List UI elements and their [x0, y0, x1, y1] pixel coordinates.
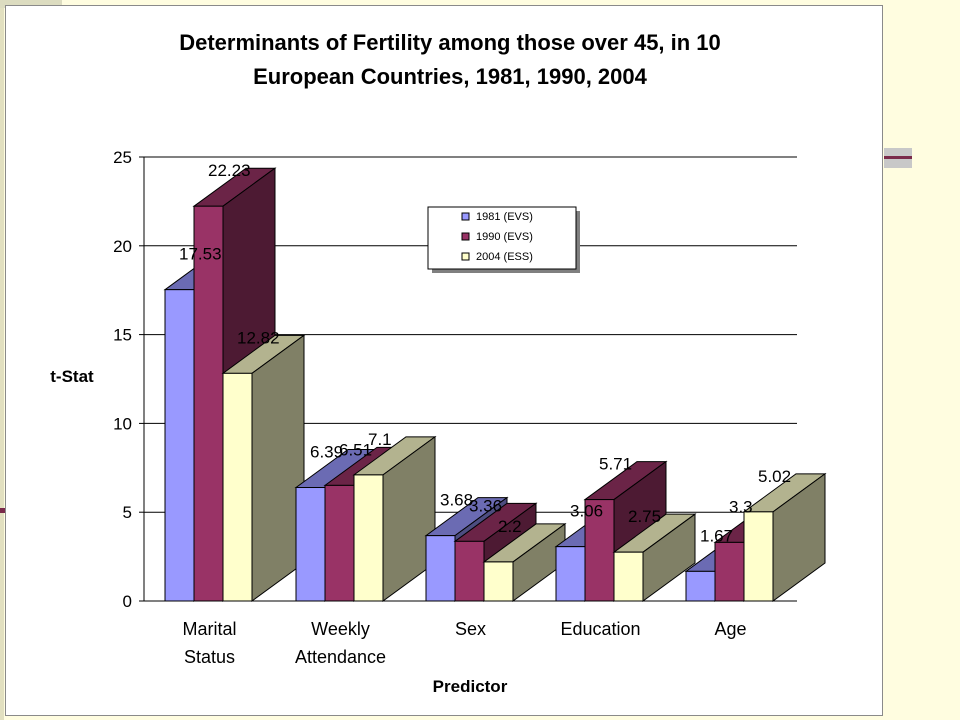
value-label: 7.1 [368, 430, 392, 449]
x-category-label: Attendance [295, 647, 386, 667]
value-label: 6.39 [310, 443, 343, 462]
x-axis-title: Predictor [433, 677, 508, 696]
bar-front-face [714, 541, 745, 602]
bar-front-face [164, 289, 195, 602]
bars-layer [163, 167, 827, 602]
bar-front-face [295, 487, 326, 602]
y-tick-label: 15 [113, 326, 132, 345]
value-labels-layer: 17.53 22.23 12.82 6.396.517.1 3.683.36 2.2 3.0… [179, 161, 791, 545]
bar-front-face [425, 535, 456, 602]
legend-items: 1981 (EVS) 1990 (EVS) 2004 (ESS) [461, 211, 533, 263]
chart-title-line-1: Determinants of Fertility among those ov… [179, 30, 721, 55]
chart-title-line-2: European Countries, 1981, 1990, 2004 [253, 64, 648, 89]
value-label: 3.36 [469, 496, 502, 515]
value-label: 2.2 [498, 517, 522, 536]
x-category-label: Education [560, 619, 640, 639]
bar-0-2 [221, 334, 306, 602]
value-label: 3.3 [729, 497, 753, 516]
bar-1-2 [352, 435, 437, 602]
legend-entry-label: 2004 (ESS) [476, 251, 533, 263]
y-tick-label: 0 [123, 592, 132, 611]
bar-front-face [613, 551, 644, 602]
legend: 1981 (EVS) 1990 (EVS) 2004 (ESS) [427, 206, 580, 273]
bar-front-face [743, 511, 774, 602]
legend-entry-label: 1990 (EVS) [476, 231, 533, 243]
bar-4-2 [742, 472, 827, 602]
value-label: 6.51 [339, 440, 372, 459]
x-category-label: Age [714, 619, 746, 639]
legend-swatch [461, 232, 470, 241]
bar-front-face [324, 484, 355, 602]
y-tick-label: 5 [123, 503, 132, 522]
x-category-label: Marital [182, 619, 236, 639]
x-category-label: Weekly [311, 619, 370, 639]
y-tick-label: 10 [113, 414, 132, 433]
value-label: 2.75 [628, 507, 661, 526]
axes-layer: 0 5 10 15 20 25 Marital Status Weekly Attendance S… [113, 148, 797, 667]
legend-swatch [461, 252, 470, 261]
bar-front-face [353, 474, 384, 602]
bar-front-face [454, 540, 485, 602]
x-category-label: Status [184, 647, 235, 667]
bar-3-2 [612, 513, 697, 602]
bar-2-2 [482, 522, 567, 602]
bar-front-face [555, 546, 586, 602]
y-tick-label: 25 [113, 148, 132, 167]
value-label: 12.82 [237, 328, 280, 347]
y-axis-title: t-Stat [50, 367, 94, 386]
value-label: 5.02 [758, 467, 791, 486]
bar-front-face [483, 561, 514, 602]
legend-entry-label: 1981 (EVS) [476, 211, 533, 223]
bar-front-face [222, 372, 253, 602]
legend-box [427, 206, 577, 270]
value-label: 17.53 [179, 245, 222, 264]
value-label: 1.67 [700, 526, 733, 545]
value-label: 3.06 [570, 502, 603, 521]
value-label: 3.68 [440, 491, 473, 510]
value-label: 5.71 [599, 455, 632, 474]
bar-chart: Determinants of Fertility among those ov… [50, 30, 827, 696]
bar-front-face [584, 499, 615, 602]
left-decor-strip [0, 0, 4, 720]
bar-front-face [685, 570, 716, 602]
right-decor-line [884, 156, 912, 159]
corner-decor-block [0, 0, 62, 8]
bar-front-face [193, 205, 224, 602]
left-decor-mark [0, 508, 6, 513]
y-tick-label: 20 [113, 237, 132, 256]
value-label: 22.23 [208, 161, 251, 180]
x-category-label: Sex [455, 619, 486, 639]
legend-swatch [461, 212, 470, 221]
